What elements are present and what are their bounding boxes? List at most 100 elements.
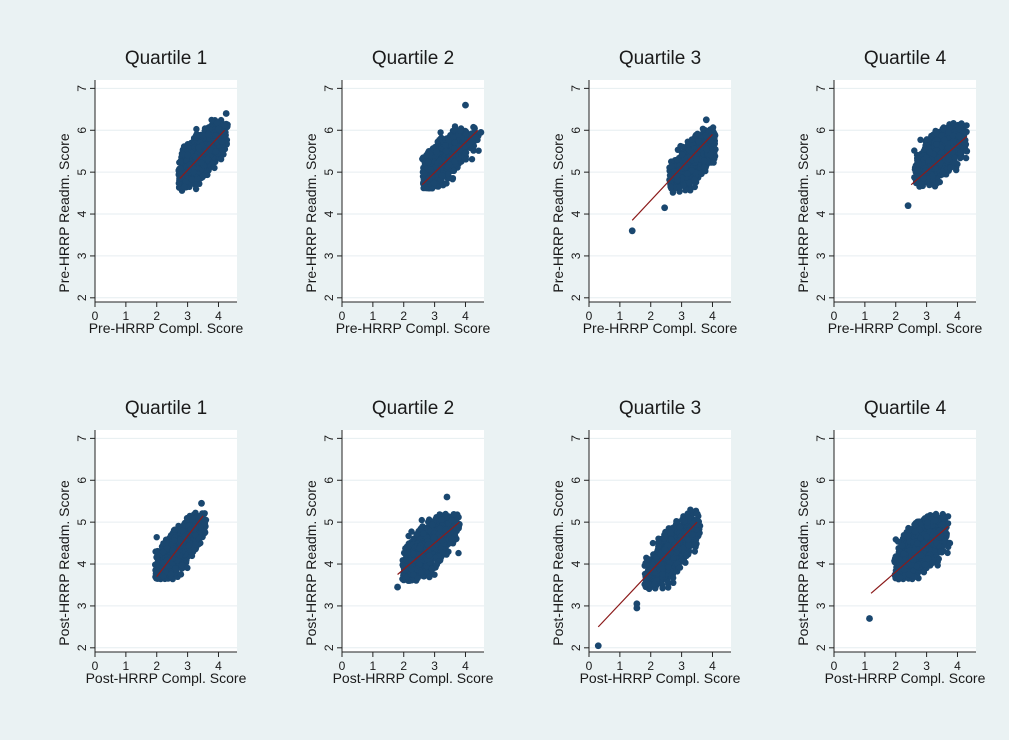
y-tick-label: 5 [569,168,583,175]
data-point [192,132,200,139]
y-tick-label: 6 [569,127,583,134]
data-point [443,180,450,187]
data-point [208,116,215,124]
y-tick-label: 7 [322,85,336,92]
data-point [702,132,710,139]
data-point [678,143,685,150]
y-tick-label: 2 [75,294,89,301]
x-axis-label: Pre-HRRP Compl. Score [828,320,983,336]
data-point [204,131,212,138]
data-point [195,144,203,151]
y-axis-label: Pre-HRRP Readm. Score [795,133,811,292]
data-point [678,151,686,158]
y-tick-label: 2 [322,294,336,301]
data-points [175,116,231,194]
panel-title: Quartile 3 [619,48,701,69]
x-axis-label: Pre-HRRP Compl. Score [89,320,244,336]
y-tick-label: 3 [569,252,583,259]
data-point [420,170,428,177]
data-point [693,156,700,163]
data-point [445,161,453,168]
data-point [462,149,470,156]
data-point [221,121,228,129]
data-point [703,145,710,153]
data-point [456,127,464,134]
data-point [423,152,430,159]
outlier-point [462,101,469,109]
data-point [199,172,207,179]
data-point [218,138,226,145]
data-point [215,125,222,133]
y-tick-label: 7 [814,85,828,92]
data-point [667,183,674,190]
data-point [680,181,687,189]
data-point [212,148,219,155]
data-point [437,129,444,136]
y-tick-label: 4 [814,210,828,217]
y-tick-label: 2 [569,294,583,301]
data-point [177,158,184,165]
plot-area [834,80,976,302]
data-point [430,179,438,187]
data-point [691,183,698,191]
data-point [695,138,702,145]
data-point [684,170,691,177]
data-point [691,176,698,183]
data-point [427,166,434,173]
data-point [674,156,681,163]
data-point [688,136,696,143]
x-axis-label: Pre-HRRP Compl. Score [336,320,491,336]
x-tick-label: 3 [184,309,191,323]
data-point [450,167,458,175]
y-tick-label: 6 [322,127,336,134]
panel-title: Quartile 1 [125,48,207,69]
y-tick-label: 4 [75,210,89,217]
outlier-point [661,204,669,212]
data-point [436,157,443,164]
data-point [700,157,708,164]
data-point [204,155,212,163]
x-tick-label: 0 [92,309,99,323]
outlier-point [222,110,230,117]
data-point [425,159,432,166]
y-tick-label: 6 [814,127,828,134]
data-point [707,137,714,144]
data-point [193,125,200,133]
data-point [181,183,188,190]
data-point [438,172,446,179]
data-point [451,158,458,165]
data-point [471,124,478,131]
y-tick-label: 3 [75,252,89,259]
outlier-point [702,116,710,124]
x-tick-label: 2 [153,309,160,323]
y-tick-label: 5 [814,168,828,175]
x-tick-label: 4 [215,309,222,323]
y-tick-label: 3 [322,252,336,259]
y-tick-label: 7 [569,85,583,92]
y-tick-label: 4 [569,210,583,217]
y-tick-label: 3 [814,252,828,259]
y-axis-label: Pre-HRRP Readm. Score [303,133,319,292]
y-tick-label: 4 [322,210,336,217]
x-tick-label: 1 [123,309,130,323]
y-tick-label: 5 [75,168,89,175]
data-point [433,148,440,155]
data-point [177,165,184,172]
y-tick-label: 7 [75,85,89,92]
data-point [462,156,470,163]
outlier-point [628,227,636,235]
data-point [442,147,450,155]
data-point [213,119,221,127]
data-point [421,182,428,190]
data-point [217,156,225,163]
data-point [198,159,205,166]
data-point [700,164,708,171]
data-point [442,142,449,149]
plot-area [342,80,484,302]
